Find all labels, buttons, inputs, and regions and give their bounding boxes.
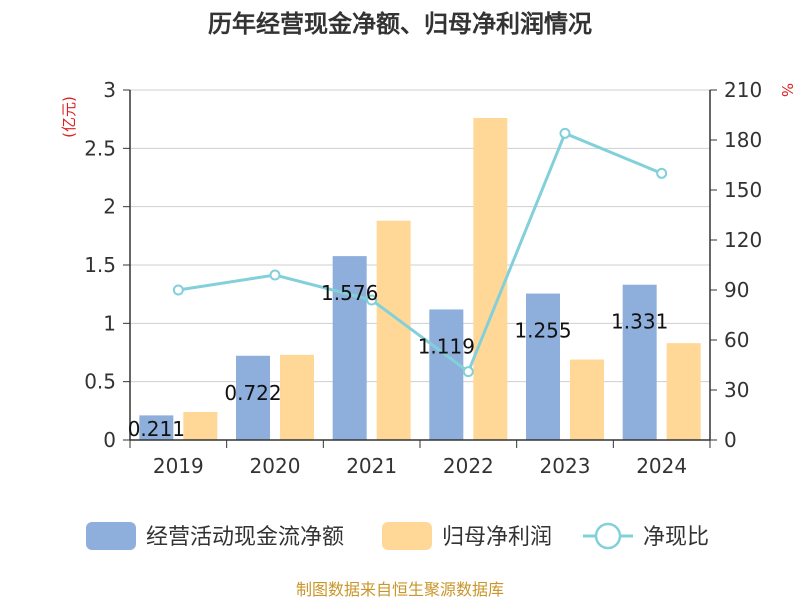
- cash-flow-bar: [332, 256, 367, 440]
- ratio-line: [172, 127, 668, 378]
- data-label: 1.331: [611, 310, 668, 334]
- x-tick-label: 2023: [540, 454, 591, 478]
- ratio-point: [559, 127, 571, 139]
- data-labels: 0.211 0.722 1.576 1.119 1.255 1.331: [128, 281, 669, 441]
- y-tick-label: 1: [103, 311, 116, 335]
- net-profit-bar: [376, 220, 411, 440]
- net-profit-bar: [570, 359, 604, 440]
- data-label: 1.255: [514, 319, 571, 343]
- legend-swatch: [86, 522, 136, 550]
- y2-tick-label: 30: [724, 378, 749, 402]
- cash-flow-bar: [236, 355, 270, 440]
- cash-flow-bar: [526, 293, 560, 440]
- ratio-point: [462, 366, 474, 378]
- legend-swatch: [382, 522, 432, 550]
- source-note: 制图数据来自恒生聚源数据库: [296, 580, 504, 599]
- y2-tick-label: 90: [724, 278, 749, 302]
- y-tick-label: 0: [103, 428, 116, 452]
- grid: [130, 89, 710, 383]
- net-profit-bar: [666, 343, 701, 440]
- y2-tick-label: 60: [724, 328, 749, 352]
- y-tick-label: 3: [103, 78, 116, 102]
- x-tick-label: 2020: [250, 454, 301, 478]
- cash-flow-bar: [429, 309, 464, 440]
- data-label: 0.211: [128, 417, 185, 441]
- y-tick-label: 0.5: [84, 370, 116, 394]
- y2-tick-label: 150: [724, 178, 762, 202]
- y-tick-label: 2.5: [84, 136, 116, 160]
- x-tick-label: 2022: [443, 454, 494, 478]
- y2-tick-label: 120: [724, 228, 762, 252]
- ratio-series-line: [178, 131, 663, 375]
- net-profit-bar: [280, 354, 314, 440]
- cash-flow-bar: [139, 415, 174, 440]
- legend-label: 经营活动现金流净额: [146, 525, 344, 550]
- bars: [139, 118, 701, 440]
- cash-flow-bar: [622, 284, 657, 440]
- data-label: 1.119: [418, 334, 475, 358]
- y2-tick-label: 0: [724, 428, 737, 452]
- ratio-point: [366, 294, 378, 306]
- x-tick-label: 2019: [153, 454, 204, 478]
- ratio-point: [656, 167, 668, 179]
- y-tick-label: 2: [103, 195, 116, 219]
- y-tick-label: 1.5: [84, 253, 116, 277]
- legend-marker: [594, 522, 622, 550]
- data-label: 1.576: [321, 281, 378, 305]
- y2-axis-unit-label: %: [778, 83, 796, 97]
- ratio-point: [172, 284, 184, 296]
- legend-label: 归母净利润: [442, 525, 552, 550]
- data-label: 0.722: [224, 381, 281, 405]
- x-tick-label: 2024: [636, 454, 687, 478]
- y2-tick-label: 210: [724, 78, 762, 102]
- net-profit-bar: [473, 118, 508, 440]
- legend: 经营活动现金流净额 归母净利润 净现比: [86, 522, 709, 550]
- x-tick-label: 2021: [346, 454, 397, 478]
- ratio-point: [269, 269, 281, 281]
- y2-tick-label: 180: [724, 128, 762, 152]
- legend-label: 净现比: [643, 525, 709, 550]
- net-profit-bar: [183, 412, 218, 440]
- y-axis-unit-label: (亿元): [60, 96, 78, 138]
- chart-title: 历年经营现金净额、归母净利润情况: [208, 10, 592, 38]
